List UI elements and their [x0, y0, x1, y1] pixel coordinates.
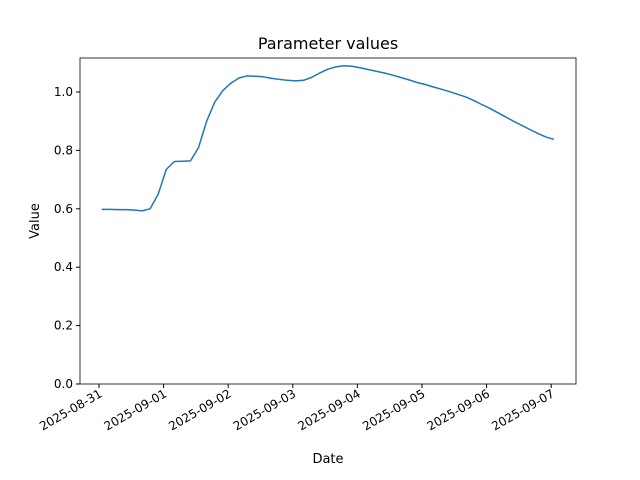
plot-frame: [79, 57, 577, 385]
y-tick-label: 0.8: [54, 143, 73, 157]
y-tick-label: 1.0: [54, 85, 73, 99]
y-tick-label: 0.6: [54, 202, 73, 216]
y-tick-label: 0.0: [54, 377, 73, 391]
y-axis-label: Value: [28, 203, 43, 239]
data-line: [101, 64, 555, 212]
x-axis-label: Date: [312, 452, 343, 467]
y-tick-label: 0.4: [54, 260, 73, 274]
chart-title: Parameter values: [258, 34, 398, 53]
y-tick-label: 0.2: [54, 319, 73, 333]
